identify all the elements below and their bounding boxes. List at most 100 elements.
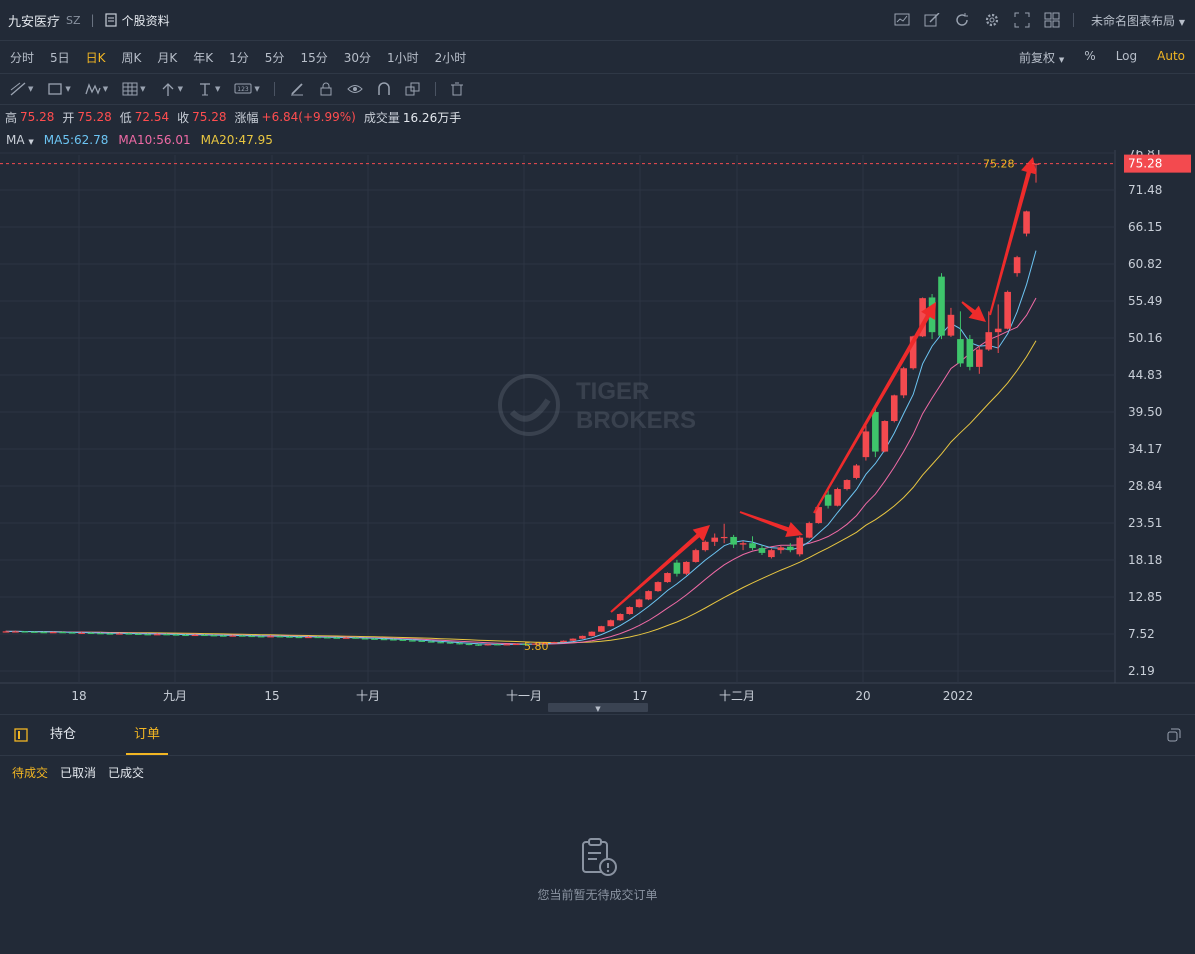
layout-selector[interactable]: 未命名图表布局 ▼ — [1091, 13, 1185, 28]
ma20-value: MA20:47.95 — [200, 133, 273, 147]
candle-body — [824, 494, 832, 506]
x-tick-label: 17 — [632, 689, 647, 703]
candle-body — [78, 632, 85, 634]
candle-body — [21, 631, 29, 633]
text-tool[interactable]: ▼ — [197, 82, 220, 96]
log-toggle[interactable]: Log — [1115, 48, 1138, 63]
auto-toggle[interactable]: Auto — [1157, 48, 1185, 63]
candle-body — [40, 632, 48, 634]
period-monthly[interactable]: 月K — [157, 50, 178, 65]
x-tick-label: 20 — [855, 689, 870, 703]
stock-name[interactable]: 九安医疗 — [8, 14, 61, 30]
fullscreen-icon[interactable] — [1013, 12, 1030, 29]
visibility-tool[interactable] — [347, 82, 363, 96]
period-1min[interactable]: 1分 — [229, 50, 249, 65]
price-label-tool[interactable]: 123 ▼ — [234, 82, 260, 96]
candle-body — [248, 635, 255, 638]
candle-body — [588, 631, 596, 636]
y-tick-label: 39.50 — [1128, 405, 1162, 419]
candle-body — [220, 635, 227, 637]
candle-body — [31, 631, 38, 633]
filter-cancelled[interactable]: 已取消 — [60, 765, 97, 780]
x-tick-label: 十一月 — [506, 689, 542, 703]
period-5day[interactable]: 5日 — [50, 50, 70, 65]
clone-tool[interactable] — [405, 82, 421, 96]
rectangle-tool[interactable]: ▼ — [47, 82, 71, 96]
arrow-tool[interactable]: ▼ — [160, 82, 183, 96]
candle-body — [749, 543, 756, 549]
y-tick-label: 2.19 — [1128, 664, 1155, 678]
candle-body — [758, 548, 766, 553]
gear-icon[interactable] — [983, 12, 1000, 29]
pattern-tool[interactable]: ▼ — [85, 82, 108, 96]
period-yearly[interactable]: 年K — [193, 50, 214, 65]
scroll-handle-caret: ▼ — [595, 705, 601, 713]
panel-toggle-icon[interactable] — [14, 728, 28, 742]
candle-body — [97, 633, 104, 635]
y-tick-label: 12.85 — [1128, 590, 1162, 604]
period-intraday[interactable]: 分时 — [10, 50, 35, 65]
candle-body — [116, 633, 123, 635]
candle-body — [276, 636, 284, 638]
candle-body — [862, 431, 870, 458]
period-15min[interactable]: 15分 — [300, 50, 328, 65]
candle-body — [531, 643, 539, 645]
edit-icon[interactable] — [923, 12, 940, 29]
period-5min[interactable]: 5分 — [264, 50, 285, 65]
tab-holdings[interactable]: 持仓 — [50, 727, 77, 742]
candle-body — [210, 635, 218, 637]
period-weekly[interactable]: 周K — [121, 50, 142, 65]
candle-body — [314, 636, 322, 639]
lock-tool[interactable] — [319, 82, 333, 96]
period-daily[interactable]: 日K — [85, 50, 106, 65]
candle-body — [153, 634, 161, 636]
candle-body — [938, 276, 945, 336]
adjust-selector[interactable]: 前复权 ▼ — [1019, 50, 1065, 65]
candle-body — [68, 632, 76, 634]
candle-body — [872, 412, 879, 452]
tab-orders[interactable]: 订单 — [126, 715, 169, 755]
candle-body — [201, 634, 208, 637]
fibonacci-tool[interactable]: ▼ — [122, 82, 146, 96]
candle-body — [692, 550, 700, 562]
candle-body — [446, 642, 454, 644]
filter-pending[interactable]: 待成交 — [12, 765, 49, 780]
x-tick-label: 15 — [264, 689, 279, 703]
pencil-tool[interactable] — [289, 82, 305, 96]
period-30min[interactable]: 30分 — [343, 50, 371, 65]
popout-icon[interactable] — [1167, 728, 1181, 742]
profile-button[interactable]: 个股资料 — [104, 12, 170, 29]
candle-body — [579, 635, 586, 639]
candle-body — [834, 489, 841, 506]
candle-body — [323, 637, 331, 639]
x-tick-label: 18 — [71, 689, 86, 703]
candle-body — [843, 480, 851, 490]
refresh-icon[interactable] — [953, 12, 970, 29]
chart-grid — [0, 150, 1195, 684]
y-tick-label: 55.49 — [1128, 294, 1162, 308]
candle-body — [465, 643, 473, 646]
ma-selector[interactable]: MA ▼ — [6, 133, 34, 147]
trend-arrow — [610, 525, 710, 613]
scroll-handle[interactable] — [548, 703, 648, 712]
candle-body — [598, 626, 605, 632]
candle-body — [720, 536, 728, 539]
period-1hour[interactable]: 1小时 — [387, 50, 419, 65]
delete-tool[interactable] — [450, 82, 464, 96]
trendline-tool[interactable]: ▼ — [10, 82, 33, 96]
chart-icon[interactable] — [893, 12, 910, 29]
magnet-tool[interactable] — [377, 82, 391, 96]
candle-body — [664, 573, 671, 583]
trend-arrow — [813, 302, 936, 514]
filter-filled[interactable]: 已成交 — [108, 765, 145, 780]
header-bar: 九安医疗 SZ | 个股资料 未命名图表布局 ▼ — [0, 0, 1195, 41]
period-2hour[interactable]: 2小时 — [434, 50, 467, 65]
candle-body — [87, 632, 95, 634]
trend-arrow — [739, 511, 803, 537]
volume-value: 16.26万手 — [402, 110, 462, 125]
candlestick-chart[interactable]: TIGER BROKERS 5.80 76.8171.4866.1560.825… — [0, 150, 1195, 713]
grid-layout-icon[interactable] — [1043, 12, 1060, 29]
percent-toggle[interactable]: % — [1084, 48, 1096, 63]
candle-body — [607, 620, 615, 627]
candle-body — [701, 541, 709, 551]
